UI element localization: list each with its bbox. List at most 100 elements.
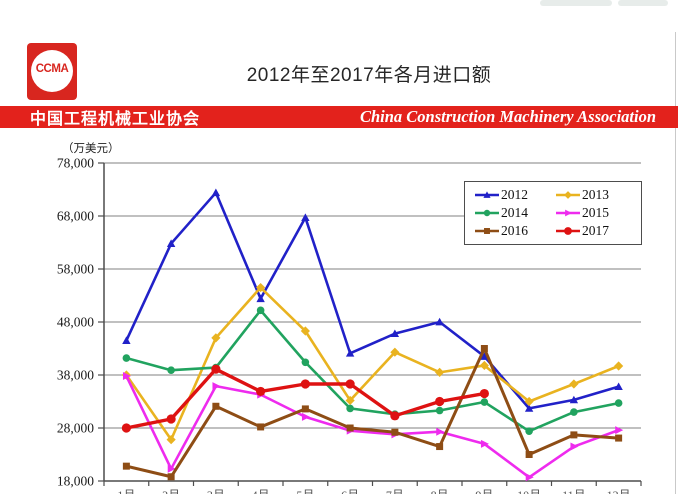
data-point-marker (346, 424, 354, 432)
window-artifact (618, 0, 668, 6)
data-point-marker (525, 473, 534, 482)
x-axis-label: 3月 (207, 489, 225, 494)
legend-item-2012: 2012 (475, 187, 556, 203)
legend-item-2017: 2017 (556, 223, 637, 239)
data-point-marker (436, 443, 444, 451)
data-point-marker (615, 426, 624, 435)
legend-item-2016: 2016 (475, 223, 556, 239)
data-point-marker (300, 379, 310, 389)
data-point-marker (483, 191, 491, 198)
y-axis-tick-label: 68,000 (57, 209, 94, 224)
x-axis-label: 6月 (341, 489, 359, 494)
data-point-marker (483, 209, 491, 217)
data-point-marker (569, 379, 579, 389)
data-point-marker (122, 372, 131, 381)
data-point-marker (614, 399, 623, 407)
data-point-marker (211, 188, 221, 197)
legend-marker-icon (475, 228, 499, 234)
data-point-marker (256, 306, 265, 315)
legend-label: 2015 (582, 205, 609, 220)
data-point-marker (479, 388, 489, 399)
x-axis-labels: 1月 2月 3月 4月 5月 6月 7月 8月 9月 10月 11月 12月 (0, 489, 678, 494)
data-point-marker (167, 464, 176, 473)
x-axis-label: 10月 (517, 489, 541, 494)
chart-canvas: 78,000 68,000 58,000 48,000 38,000 28,000 18,0… (57, 156, 642, 489)
data-point-marker (167, 473, 175, 481)
data-point-marker (570, 431, 578, 439)
legend-label: 2014 (501, 205, 528, 220)
data-point-marker (525, 427, 533, 435)
data-point-marker (256, 282, 266, 293)
banner-english-name: China Construction Machinery Association (359, 107, 656, 126)
y-axis-tick-label: 38,000 (57, 368, 94, 383)
legend-item-2015: 2015 (556, 205, 637, 221)
data-point-marker (166, 239, 176, 247)
data-point-marker (564, 227, 572, 235)
data-point-marker (256, 386, 266, 397)
legend-item-2014: 2014 (475, 205, 556, 221)
data-point-marker (390, 411, 400, 421)
x-axis-label: 5月 (296, 489, 314, 494)
data-point-marker (614, 361, 624, 371)
data-point-marker (301, 412, 310, 421)
data-point-marker (121, 423, 131, 433)
legend-marker-icon (475, 209, 499, 217)
data-point-marker (524, 396, 534, 407)
association-banner: 中国工程机械工业协会 China Construction Machinery … (0, 106, 678, 128)
data-point-marker (122, 354, 131, 362)
data-point-marker (300, 326, 310, 336)
data-point-marker (480, 439, 489, 448)
data-point-marker (569, 395, 579, 404)
legend-marker-icon (556, 227, 580, 235)
data-point-marker (435, 406, 444, 415)
ccma-logo: CCMA (27, 43, 77, 100)
x-axis-label: 7月 (386, 489, 404, 494)
data-point-marker (166, 414, 176, 424)
data-point-marker (301, 405, 309, 413)
data-point-marker (212, 382, 221, 391)
y-axis-unit-label: （万美元） (62, 143, 120, 155)
series-line-2013 (125, 286, 620, 441)
data-point-marker (345, 395, 355, 406)
data-point-marker (391, 428, 399, 436)
data-point-marker (166, 435, 176, 445)
data-point-marker (435, 396, 445, 407)
data-point-marker (167, 366, 175, 375)
window-artifact (540, 0, 612, 6)
data-point-marker (565, 209, 572, 217)
legend-item-2013: 2013 (556, 187, 637, 203)
x-axis-label: 8月 (431, 489, 449, 494)
data-point-marker (614, 382, 623, 391)
data-point-marker (435, 317, 444, 326)
x-axis-label: 1月 (117, 489, 135, 494)
data-point-marker (564, 191, 572, 199)
legend-label: 2013 (582, 187, 609, 202)
y-axis-tick-label: 48,000 (57, 315, 94, 330)
x-axis-label: 12月 (607, 489, 631, 494)
y-axis-tick-label: 28,000 (57, 421, 94, 436)
legend-marker-icon (556, 209, 580, 217)
chart-legend: 2012 2013 2014 2015 2016 2017 (464, 181, 642, 245)
data-point-marker (436, 427, 445, 436)
x-axis-label: 9月 (475, 489, 493, 494)
legend-marker-icon (475, 191, 499, 198)
legend-label: 2017 (582, 223, 609, 238)
data-point-marker (570, 442, 579, 451)
data-point-marker (345, 349, 355, 357)
banner-chinese-name: 中国工程机械工业协会 (30, 111, 201, 128)
series-line-2012 (125, 191, 620, 410)
data-point-marker (484, 228, 490, 234)
x-axis-label: 2月 (162, 489, 180, 494)
data-point-marker (390, 329, 400, 338)
legend-label: 2012 (501, 187, 528, 202)
data-point-marker (122, 462, 130, 470)
y-axis-tick-label: 78,000 (57, 156, 94, 171)
data-point-marker (525, 451, 533, 458)
data-point-marker (570, 408, 578, 416)
ccma-logo-disc (31, 50, 73, 92)
data-point-marker (257, 423, 265, 431)
legend-marker-icon (556, 191, 580, 199)
data-point-marker (211, 364, 221, 374)
data-point-marker (346, 404, 354, 413)
